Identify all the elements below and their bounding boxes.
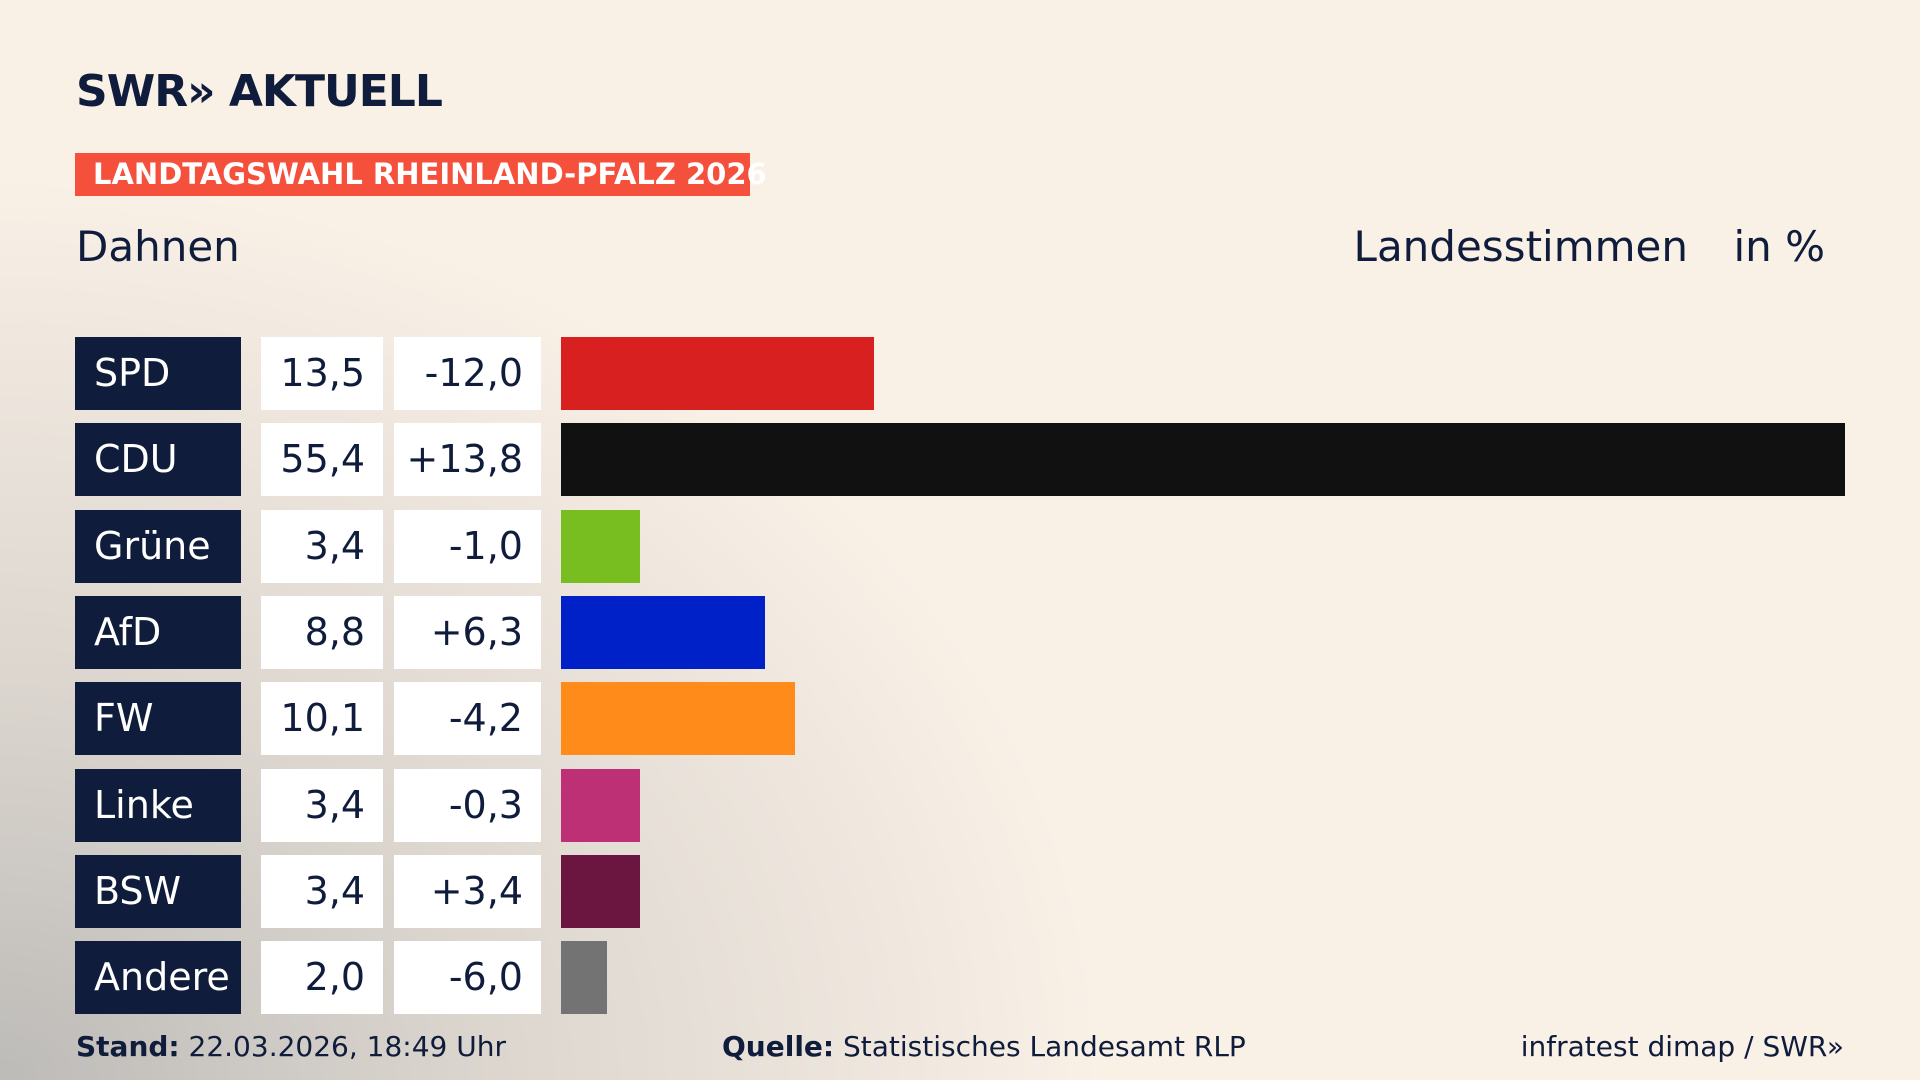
unit: in % [1733, 222, 1825, 271]
logo: SWR» AKTUELL [76, 66, 443, 117]
bar [561, 854, 640, 928]
source-label: Quelle: [722, 1030, 835, 1063]
bar [561, 768, 640, 842]
place: Dahnen [76, 222, 240, 271]
value-label: 8,8 [261, 595, 383, 669]
bar [561, 595, 765, 669]
party-label: FW [75, 682, 241, 756]
party-label: BSW [75, 854, 241, 928]
value-label: 2,0 [261, 941, 383, 1015]
change-label: +6,3 [394, 595, 541, 669]
value-label: 13,5 [261, 337, 383, 410]
change-label: +13,8 [394, 423, 541, 497]
bar [561, 682, 796, 756]
banner: LANDTAGSWAHL RHEINLAND-PFALZ 2026 [75, 153, 767, 196]
stand-value: 22.03.2026, 18:49 Uhr [188, 1030, 506, 1063]
bar [561, 509, 640, 583]
party-label: SPD [75, 337, 241, 410]
party-label: Linke [75, 768, 241, 842]
change-label: -0,3 [394, 768, 541, 842]
source-value: Statistisches Landesamt RLP [843, 1030, 1246, 1063]
change-label: -1,0 [394, 509, 541, 583]
measure: Landesstimmen [1353, 222, 1688, 271]
bar [561, 337, 874, 410]
change-label: -4,2 [394, 682, 541, 756]
party-label: Andere [75, 941, 241, 1015]
value-label: 3,4 [261, 854, 383, 928]
value-label: 3,4 [261, 509, 383, 583]
change-label: -6,0 [394, 941, 541, 1015]
value-label: 10,1 [261, 682, 383, 756]
value-label: 55,4 [261, 423, 383, 497]
party-label: CDU [75, 423, 241, 497]
party-label: Grüne [75, 509, 241, 583]
credit: infratest dimap / SWR» [1520, 1030, 1844, 1063]
value-label: 3,4 [261, 768, 383, 842]
change-label: +3,4 [394, 854, 541, 928]
party-label: AfD [75, 595, 241, 669]
stand-label: Stand: [76, 1030, 180, 1063]
source: Quelle: Statistisches Landesamt RLP [722, 1030, 1246, 1063]
bar [561, 423, 1845, 497]
change-label: -12,0 [394, 337, 541, 410]
bar [561, 941, 608, 1015]
stand: Stand: 22.03.2026, 18:49 Uhr [76, 1030, 506, 1063]
